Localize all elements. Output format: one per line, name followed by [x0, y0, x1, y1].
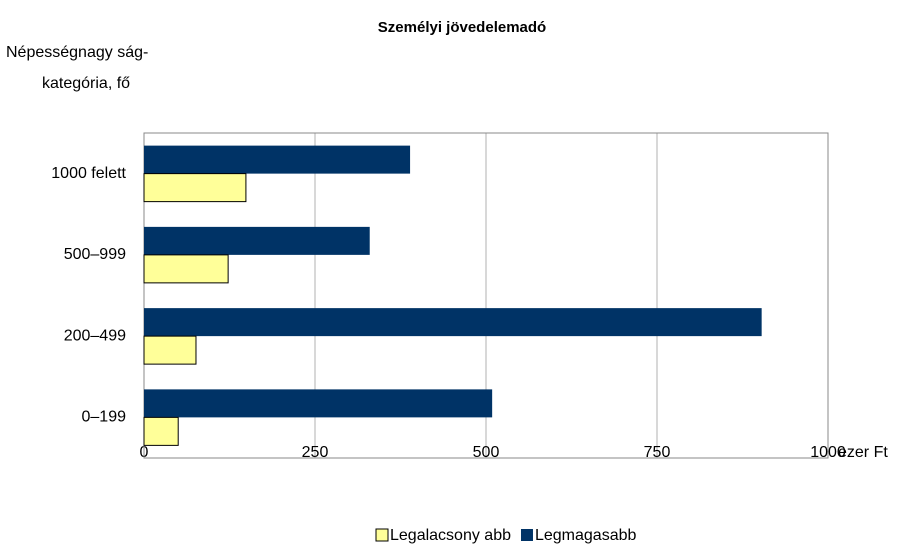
y-tick-label: 0–199 [82, 409, 127, 426]
y-tick-label: 500–999 [64, 246, 126, 263]
bar [144, 308, 762, 337]
y-tick-label: 1000 felett [51, 165, 126, 182]
y-axis-label: Népességnagy ság- [6, 44, 148, 61]
legend-swatch [520, 529, 533, 541]
bar [144, 389, 493, 418]
bar [144, 226, 370, 255]
chart-title: Személyi jövedelemadó [378, 19, 546, 36]
bar [143, 416, 179, 446]
y-axis-label: kategória, fő [42, 75, 130, 92]
legend-label: Legmagasabb [535, 527, 637, 544]
x-tick-label: 250 [302, 444, 329, 461]
x-tick-label: 750 [644, 444, 671, 461]
bar [144, 145, 411, 174]
x-axis-label: ezer Ft [838, 444, 888, 461]
legend-label: Legalacsony abb [390, 527, 511, 544]
plot-border [143, 132, 829, 459]
bar [143, 254, 229, 284]
bar [143, 335, 197, 365]
x-tick-label: 500 [473, 444, 500, 461]
y-tick-label: 200–499 [64, 327, 126, 344]
bar [143, 173, 247, 203]
legend-swatch [375, 528, 389, 542]
